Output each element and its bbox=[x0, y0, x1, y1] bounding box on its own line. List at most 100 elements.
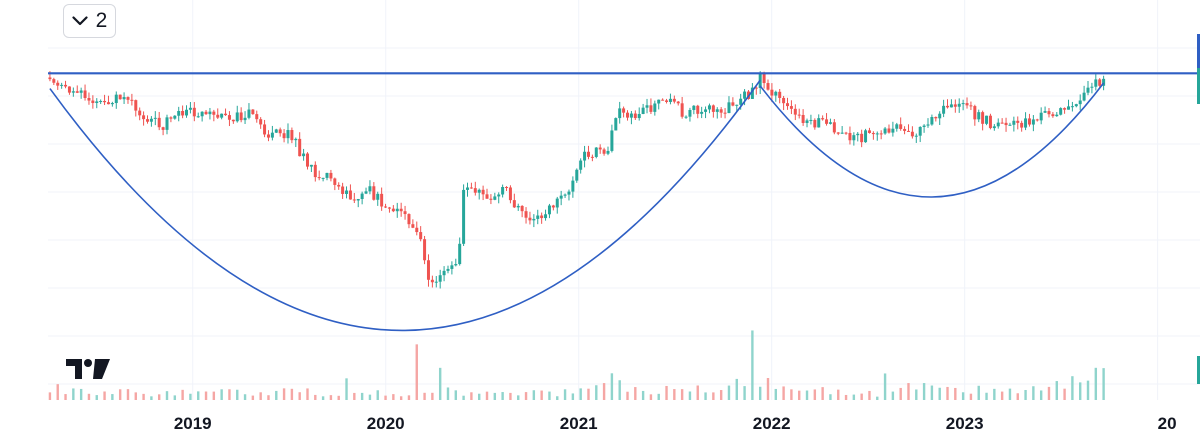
candle-body bbox=[985, 115, 989, 124]
candle-body bbox=[181, 111, 185, 116]
candle-body bbox=[348, 190, 352, 200]
volume-bar bbox=[376, 390, 379, 400]
chart-grid bbox=[48, 0, 1200, 400]
candle-body bbox=[910, 131, 914, 137]
candle-body bbox=[325, 172, 329, 178]
volume-bar bbox=[735, 378, 738, 400]
candle-body bbox=[87, 97, 91, 101]
candle-body bbox=[559, 195, 563, 199]
candle-body bbox=[83, 90, 87, 98]
price-scale-marker-top bbox=[1197, 34, 1200, 68]
candle-body bbox=[949, 104, 953, 108]
volume-bar bbox=[587, 388, 590, 400]
candle-body bbox=[813, 119, 817, 128]
candle-body bbox=[957, 103, 961, 107]
volume-bar bbox=[259, 392, 262, 400]
candle-body bbox=[192, 107, 196, 117]
volume-bar bbox=[345, 378, 348, 400]
candle-body bbox=[368, 186, 372, 192]
volume-bar bbox=[243, 394, 247, 400]
volume-bar bbox=[1102, 368, 1105, 400]
candle-body bbox=[586, 151, 590, 157]
candle-body bbox=[715, 109, 719, 112]
candle-body bbox=[48, 77, 52, 80]
candle-body bbox=[153, 117, 157, 119]
candle-body bbox=[75, 91, 79, 93]
candle-body bbox=[91, 100, 95, 104]
candle-body bbox=[278, 129, 282, 134]
candle-body bbox=[430, 279, 434, 283]
candle-body bbox=[1016, 120, 1020, 123]
candle-body bbox=[622, 108, 626, 113]
candle-body bbox=[906, 130, 910, 132]
x-tick-label: 2020 bbox=[367, 414, 405, 433]
candle-body bbox=[481, 189, 485, 195]
candle-body bbox=[1027, 118, 1031, 125]
candle-body bbox=[825, 119, 829, 124]
candle-body bbox=[571, 180, 575, 192]
candle-body bbox=[1047, 111, 1051, 115]
volume-bar bbox=[165, 391, 169, 400]
candle-body bbox=[462, 189, 466, 244]
volume-bar bbox=[228, 389, 231, 400]
candle-body bbox=[298, 138, 302, 157]
candle-body bbox=[973, 106, 977, 120]
volume-bar bbox=[883, 373, 887, 400]
x-tick-label: 2021 bbox=[560, 414, 598, 433]
candle-body bbox=[1098, 79, 1102, 86]
candle-body bbox=[1020, 122, 1024, 128]
candle-body bbox=[337, 184, 341, 187]
candle-body bbox=[99, 100, 103, 102]
volume-bar bbox=[641, 390, 645, 400]
volume-bar bbox=[852, 394, 856, 400]
volume-bar bbox=[95, 395, 98, 400]
volume-bar bbox=[766, 378, 770, 400]
volume-bar bbox=[1086, 380, 1090, 400]
volume-bar bbox=[634, 387, 637, 400]
candle-body bbox=[532, 218, 536, 221]
candle-body bbox=[204, 111, 208, 115]
candle-body bbox=[438, 275, 442, 282]
candle-body bbox=[391, 208, 395, 212]
candle-body bbox=[750, 87, 754, 99]
volume-bar bbox=[56, 384, 59, 400]
candle-body bbox=[333, 178, 337, 185]
candle-body bbox=[1082, 92, 1086, 101]
candle-body bbox=[200, 111, 204, 117]
volume-bar bbox=[798, 390, 801, 400]
candle-body bbox=[1070, 106, 1074, 108]
candle-body bbox=[555, 198, 559, 208]
candle-body bbox=[864, 130, 868, 143]
candle-body bbox=[188, 107, 192, 110]
candle-body bbox=[914, 135, 918, 137]
volume-bar bbox=[399, 396, 403, 400]
drawings-toggle-button[interactable]: 2 bbox=[63, 4, 116, 38]
candle-body bbox=[134, 100, 138, 111]
candle-body bbox=[626, 112, 630, 118]
volume-bar bbox=[665, 385, 668, 400]
volume-bar bbox=[1000, 391, 1004, 400]
volume-bar bbox=[758, 386, 762, 400]
volume-bar bbox=[415, 344, 418, 400]
volume-bar bbox=[454, 390, 457, 400]
volume-bar bbox=[431, 392, 434, 400]
candle-body bbox=[871, 132, 875, 135]
volume-bar bbox=[626, 391, 629, 400]
candle-body bbox=[173, 115, 177, 119]
volume-bar bbox=[774, 388, 778, 400]
volume-bar bbox=[649, 394, 653, 400]
candle-body bbox=[450, 265, 454, 269]
volume-bar bbox=[1047, 386, 1051, 400]
volume-bar bbox=[899, 387, 902, 400]
candle-body bbox=[801, 114, 805, 123]
candle-body bbox=[809, 119, 813, 121]
candle-body bbox=[883, 128, 887, 134]
volume-bar bbox=[719, 390, 723, 400]
volume-bar bbox=[876, 396, 879, 400]
candle-body bbox=[540, 215, 544, 219]
volume-bar bbox=[579, 388, 582, 400]
volume-bar bbox=[275, 390, 278, 400]
candle-body bbox=[145, 119, 149, 122]
volume-bar bbox=[782, 386, 785, 400]
